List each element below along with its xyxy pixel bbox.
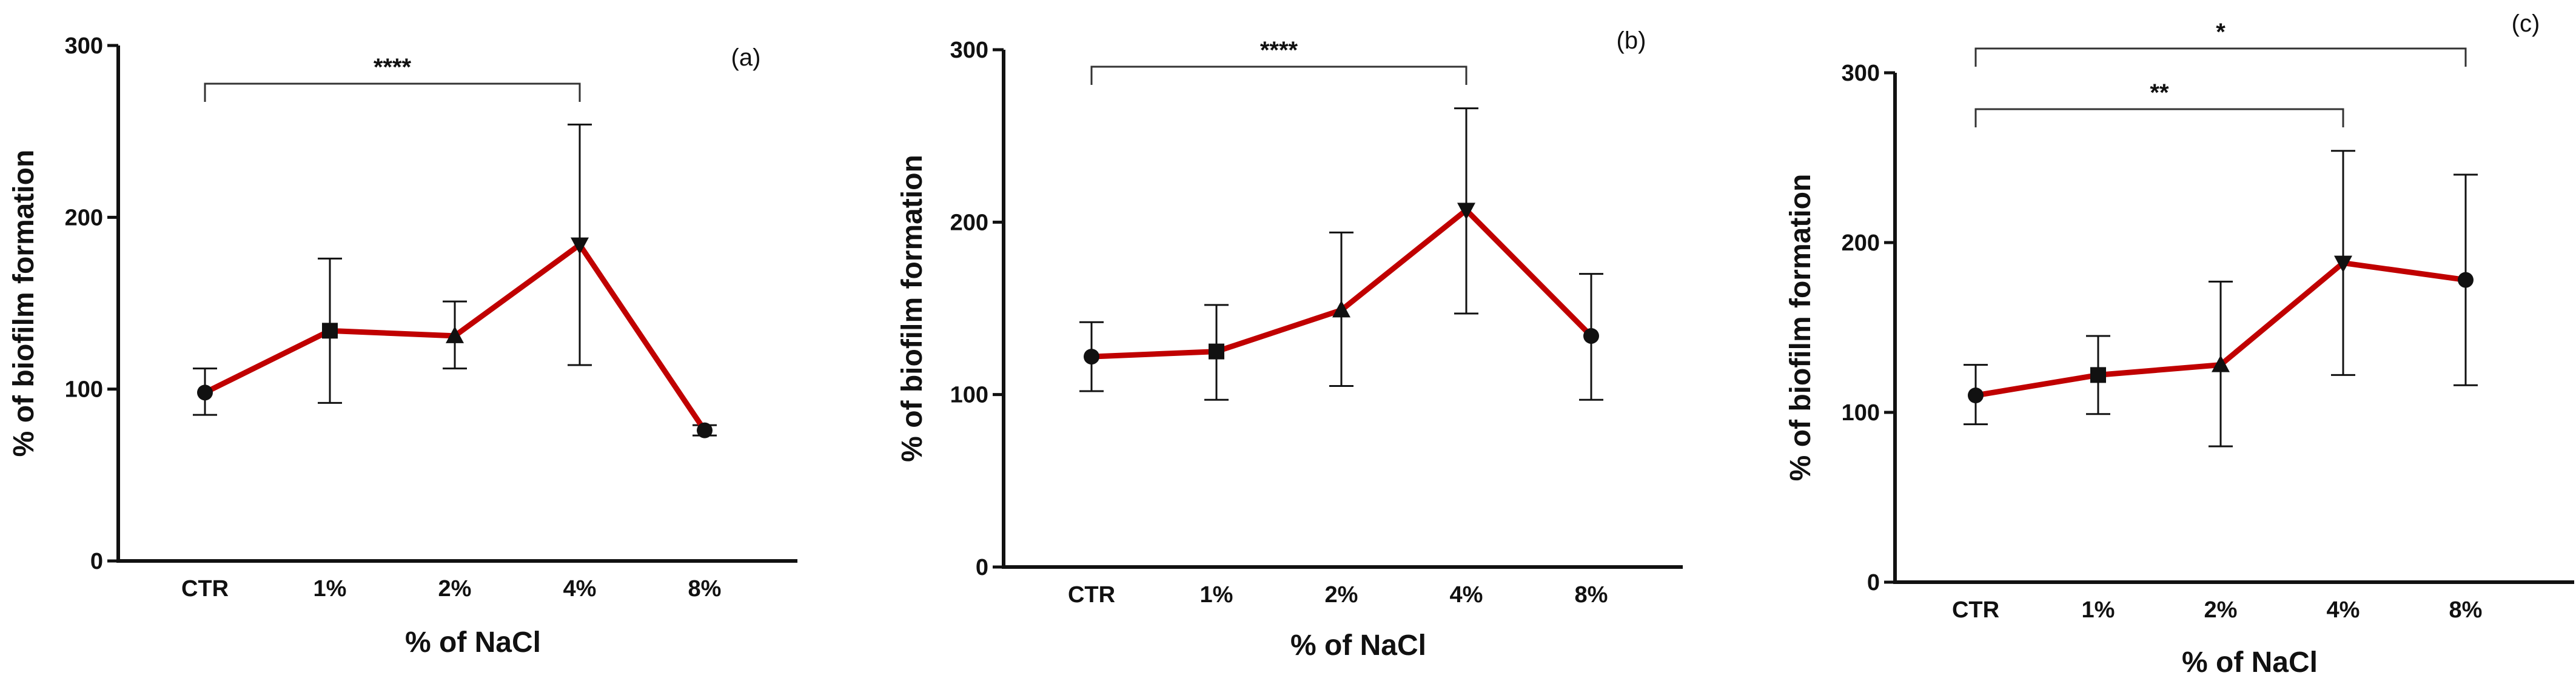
x-tick-label: 1% <box>314 576 347 602</box>
y-tick-label: 200 <box>1842 230 1880 256</box>
y-tick-label: 0 <box>90 549 103 574</box>
significance-bracket <box>204 82 581 102</box>
data-point <box>571 237 589 255</box>
y-tick-label: 0 <box>976 555 988 580</box>
data-point <box>1583 327 1599 344</box>
x-tick-label: 4% <box>563 576 597 602</box>
x-tick-label: 1% <box>2082 597 2115 623</box>
data-point <box>2212 355 2230 372</box>
y-tick-label: 100 <box>65 377 103 403</box>
x-tick-label: 2% <box>1325 582 1358 608</box>
data-point <box>1968 388 1984 403</box>
data-point <box>1209 343 1224 360</box>
x-tick-label: 8% <box>688 576 722 602</box>
significance-label: ** <box>2150 79 2169 106</box>
panel-label: (c) <box>2512 10 2540 37</box>
data-point <box>1332 300 1350 318</box>
y-tick-label: 300 <box>65 33 103 59</box>
data-point <box>2090 367 2106 383</box>
y-axis-title: % of biofilm formation <box>8 150 40 457</box>
chart-panel-3: 0 100 200 300 CTR 1% 2% 4% 8% % of NaCl % of biofi… <box>1785 10 2574 679</box>
panel-label: (a) <box>731 44 761 71</box>
y-tick-label: 300 <box>950 38 988 63</box>
y-axis-title: % of biofilm formation <box>896 155 928 462</box>
y-axis-title: % of biofilm formation <box>1785 174 1817 482</box>
x-axis-title: % of NaCl <box>1290 629 1426 662</box>
x-tick-label: 4% <box>1450 582 1483 608</box>
x-tick-label: 8% <box>2449 597 2483 623</box>
x-tick-label: 2% <box>438 576 472 602</box>
x-tick-label: CTR <box>181 576 229 602</box>
data-point <box>322 323 338 339</box>
y-tick-label: 200 <box>65 205 103 230</box>
chart-panel-1: 0 100 200 300 CTR 1% 2% 4% 8% % of NaCl % of biofi… <box>8 33 797 659</box>
x-tick-label: 8% <box>1575 582 1608 608</box>
data-point <box>197 384 213 401</box>
y-tick-label: 300 <box>1842 61 1880 86</box>
y-tick-label: 100 <box>1842 400 1880 426</box>
y-tick-label: 200 <box>950 210 988 235</box>
data-point <box>2458 272 2474 288</box>
significance-bracket <box>1974 108 2344 127</box>
x-tick-label: 2% <box>2204 597 2238 623</box>
x-tick-label: 1% <box>1200 582 1233 608</box>
significance-bracket <box>1090 65 1467 85</box>
panel-label: (b) <box>1617 27 1646 54</box>
significance-bracket <box>1974 47 2467 67</box>
significance-label: **** <box>1260 37 1298 64</box>
data-point <box>1084 349 1099 365</box>
chart-panel-2: 0 100 200 300 CTR 1% 2% 4% 8% % of NaCl % of biofi… <box>896 27 1683 662</box>
y-tick-label: 0 <box>1867 570 1880 596</box>
x-axis-title: % of NaCl <box>2182 646 2318 679</box>
data-point <box>697 422 713 438</box>
significance-label: **** <box>374 54 412 81</box>
x-tick-label: CTR <box>1952 597 1999 623</box>
y-tick-label: 100 <box>950 383 988 408</box>
data-point <box>1457 203 1475 220</box>
significance-label: * <box>2216 19 2225 45</box>
data-point <box>2334 255 2352 273</box>
x-axis-title: % of NaCl <box>405 626 541 659</box>
data-point <box>446 326 464 343</box>
x-tick-label: CTR <box>1068 582 1115 608</box>
x-tick-label: 4% <box>2327 597 2360 623</box>
